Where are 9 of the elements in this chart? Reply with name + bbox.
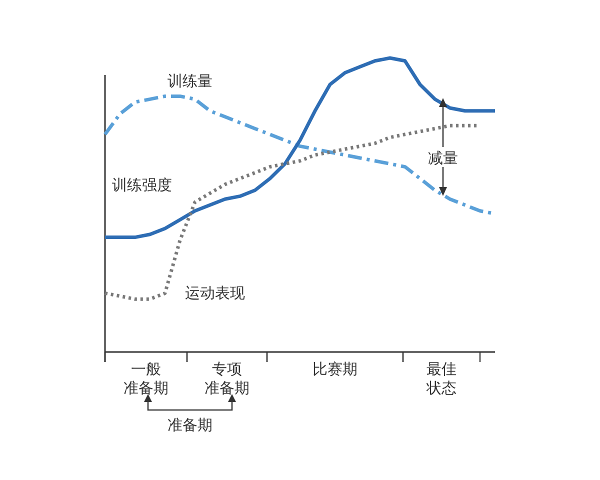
text: 专项准备期 — [204, 360, 250, 397]
series-label: 训练量 — [168, 72, 212, 90]
text: 比赛期 — [312, 360, 358, 378]
text: 最佳状态 — [426, 360, 456, 397]
text: 一般准备期 — [124, 360, 168, 397]
series-label: 运动表现 — [185, 284, 245, 302]
text: 准备期 — [168, 416, 212, 434]
series-label: 训练强度 — [112, 176, 172, 194]
annotation: 减量 — [428, 149, 458, 167]
